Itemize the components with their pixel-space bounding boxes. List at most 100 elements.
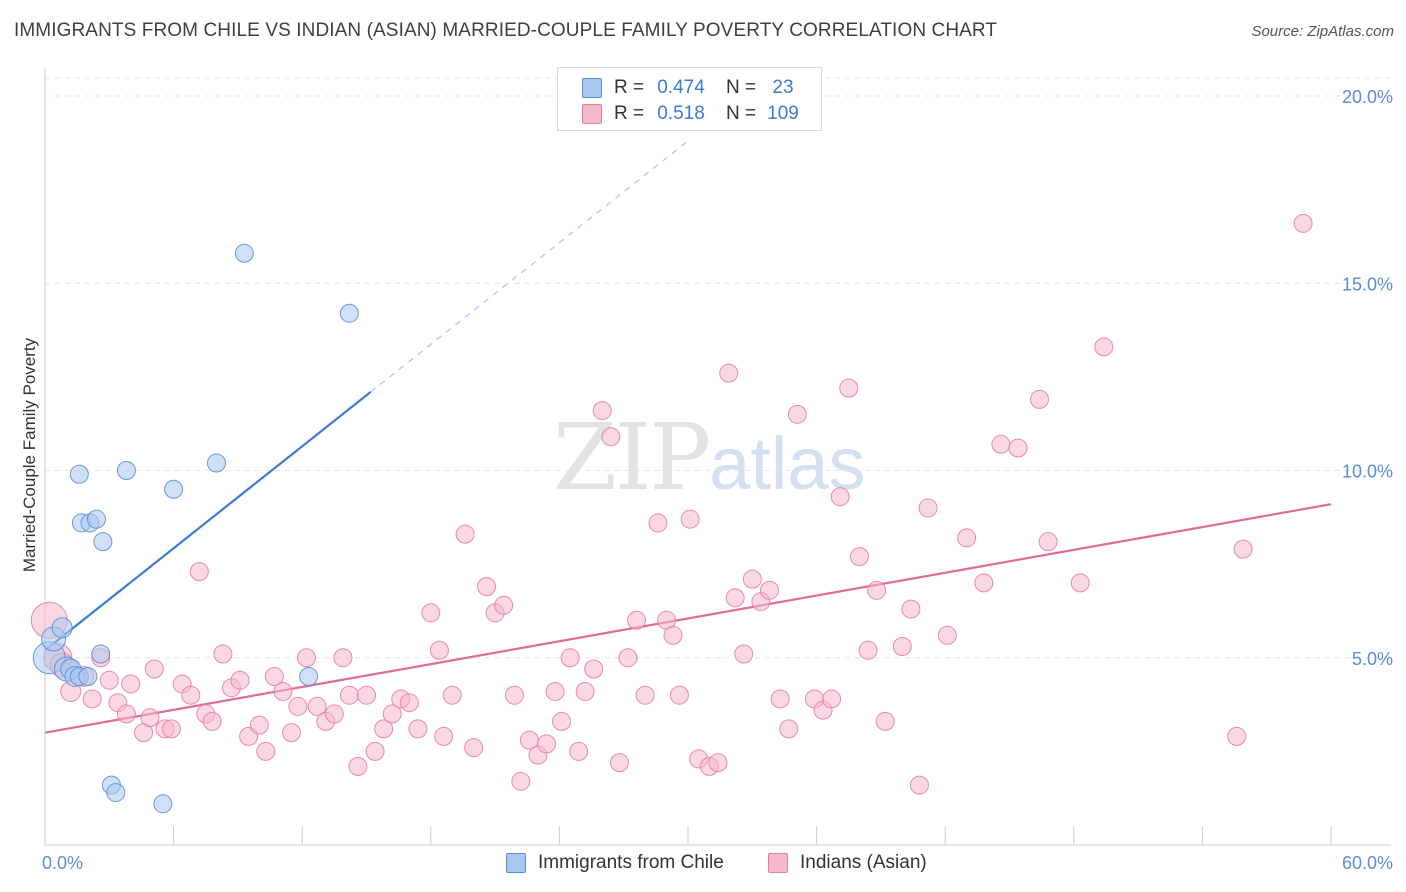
point-chile [164, 479, 184, 499]
point-indian [669, 685, 689, 705]
legend-r-value: 0.518 [657, 103, 705, 124]
point-chile [206, 453, 226, 473]
point-indian [787, 404, 807, 424]
point-indian [434, 726, 454, 746]
series-legend-chile[interactable]: Immigrants from Chile [506, 852, 724, 874]
point-indian [1233, 539, 1253, 559]
point-indian [892, 637, 912, 657]
point-indian [408, 719, 428, 739]
point-indian [708, 753, 728, 773]
point-indian [648, 513, 668, 533]
trend-line-chile [44, 390, 372, 652]
point-indian [937, 625, 957, 645]
point-indian [140, 708, 160, 728]
point-indian [575, 681, 595, 701]
point-indian [181, 685, 201, 705]
point-indian [601, 427, 621, 447]
legend-row-indian: R = 0.518 N = 109 [582, 102, 806, 126]
gridlines [45, 77, 1391, 659]
point-indian [202, 711, 222, 731]
legend-r-value: 0.474 [657, 77, 705, 98]
point-indian [770, 689, 790, 709]
series-legend-indian[interactable]: Indians (Asian) [768, 852, 927, 874]
point-indian [830, 487, 850, 507]
point-indian [382, 704, 402, 724]
point-indian [849, 547, 869, 567]
point-indian [357, 685, 376, 705]
point-indian [779, 719, 799, 739]
chart-title: IMMIGRANTS FROM CHILE VS INDIAN (ASIAN) … [14, 20, 998, 41]
tick-labels: 5.0% 10.0% 15.0% 20.0% 0.0% 60.0% [42, 87, 1393, 873]
point-indian [901, 599, 921, 619]
trend-lines [44, 140, 1332, 734]
point-indian [324, 704, 344, 724]
point-indian [560, 648, 580, 668]
series-label-indian: Indians (Asian) [800, 852, 927, 873]
point-indian [273, 681, 293, 701]
point-indian [974, 573, 994, 593]
point-indian [116, 704, 136, 724]
y-tick-label: 15.0% [1342, 274, 1393, 294]
point-indian [1030, 389, 1050, 409]
point-indian [1094, 337, 1114, 357]
point-indian [264, 666, 284, 686]
y-tick-label: 10.0% [1342, 462, 1393, 482]
point-indian [288, 696, 308, 716]
legend-r-label: R = [614, 103, 645, 124]
point-indian [511, 771, 531, 791]
point-indian [399, 693, 419, 713]
point-indian [584, 659, 604, 679]
point-indian [552, 711, 572, 731]
point-indian [1038, 532, 1058, 552]
point-indian [429, 640, 449, 660]
point-indian [680, 509, 700, 529]
point-indian [858, 640, 878, 660]
point-indian [365, 741, 385, 761]
point-indian [249, 715, 269, 735]
point-indian [635, 685, 655, 705]
point-indian [1070, 573, 1090, 593]
point-indian [144, 659, 164, 679]
point-indian [442, 685, 462, 705]
point-indian [189, 562, 209, 582]
point-indian [991, 434, 1011, 454]
point-chile [69, 464, 89, 484]
point-indian [742, 569, 762, 589]
point-indian [82, 689, 102, 709]
point-chile [78, 666, 98, 686]
legend-swatch-indian [582, 104, 602, 124]
correlation-legend: R = 0.474 N = 23 R = 0.518 N = 109 [557, 67, 822, 131]
point-indian [121, 674, 141, 694]
point-indian [374, 719, 394, 739]
point-indian [592, 401, 612, 421]
legend-r-label: R = [614, 77, 645, 98]
point-indian [822, 689, 842, 709]
point-chile [51, 617, 73, 639]
y-tick-label: 5.0% [1352, 649, 1393, 669]
point-indian [719, 363, 739, 383]
point-indian [1293, 213, 1313, 233]
series-label-chile: Immigrants from Chile [538, 852, 724, 873]
point-indian [609, 753, 629, 773]
point-indian [230, 670, 250, 690]
point-chile [91, 644, 111, 664]
data-points [30, 213, 1313, 814]
point-indian [421, 603, 441, 623]
point-indian [296, 648, 316, 668]
x-tick-label: 60.0% [1342, 853, 1393, 873]
point-indian [537, 734, 557, 754]
point-indian [504, 685, 524, 705]
point-chile [106, 783, 126, 803]
point-indian [663, 625, 683, 645]
point-indian [281, 723, 301, 743]
axes [44, 68, 1391, 846]
point-indian [618, 648, 638, 668]
point-indian [348, 756, 368, 776]
point-indian [545, 681, 565, 701]
y-tick-label: 20.0% [1342, 87, 1393, 107]
series-legend: Immigrants from Chile Indians (Asian) [0, 852, 1406, 876]
point-indian [918, 498, 938, 518]
point-indian [256, 741, 276, 761]
watermark: ZIPatlas [553, 404, 865, 511]
x-tick-label: 0.0% [42, 853, 83, 873]
